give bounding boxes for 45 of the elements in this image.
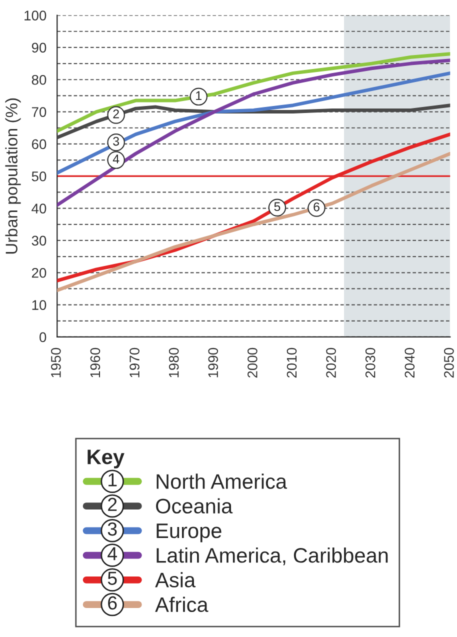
x-tick-label: 1990	[208, 348, 218, 378]
x-tick-label: 1980	[168, 348, 179, 378]
legend-label: Latin America, Caribbean	[156, 547, 388, 566]
x-tick-label: 2050	[444, 348, 454, 378]
text: 3	[108, 522, 117, 536]
legend-title: Key	[88, 450, 124, 468]
x-tick-label: 1970	[130, 348, 140, 378]
annotation: 1	[196, 91, 202, 100]
y-tick-label: 10	[32, 300, 46, 310]
annotation: 5	[274, 202, 280, 212]
y-tick-label: 70	[32, 107, 46, 117]
y-tick-label: 80	[32, 74, 46, 85]
y-tick-label: 40	[32, 204, 46, 214]
y-tick-label: 20	[32, 268, 46, 278]
x-tick-label: 2010	[286, 348, 297, 378]
text: 5	[108, 572, 117, 585]
text: 1	[108, 473, 117, 486]
legend-label: Oceania	[156, 498, 233, 514]
x-tick-label: 2020	[326, 348, 336, 378]
text: 2	[108, 498, 117, 511]
y-tick-label: 0	[40, 332, 46, 342]
annotation: 4	[112, 154, 120, 164]
text: 4	[108, 547, 118, 560]
annotation: 3	[113, 136, 120, 146]
legend-label: Europe	[156, 524, 222, 542]
x-tick-label: 2030	[365, 348, 376, 378]
y-axis-title: Urban population (%)	[5, 98, 21, 254]
legend-label: Africa	[155, 596, 208, 612]
y-tick-label: 90	[32, 42, 46, 53]
legend-label: Asia	[155, 572, 196, 588]
text: 6	[108, 596, 117, 610]
x-tick-label: 2040	[404, 348, 415, 378]
x-tick-label: 2000	[248, 348, 258, 378]
y-tick-label: 30	[32, 236, 46, 246]
line-series	[57, 71, 450, 175]
annotation: 6	[314, 202, 320, 212]
line-series	[57, 152, 450, 292]
y-tick-label: 60	[32, 139, 46, 150]
x-tick-label: 1960	[90, 348, 100, 378]
legend-label: North America	[156, 474, 288, 489]
y-tick-label: 50	[32, 171, 46, 182]
line-series	[57, 52, 450, 133]
x-tick-label: 1950	[51, 348, 61, 378]
annotation: 2	[113, 110, 119, 118]
y-tick-label: 100	[24, 10, 46, 20]
